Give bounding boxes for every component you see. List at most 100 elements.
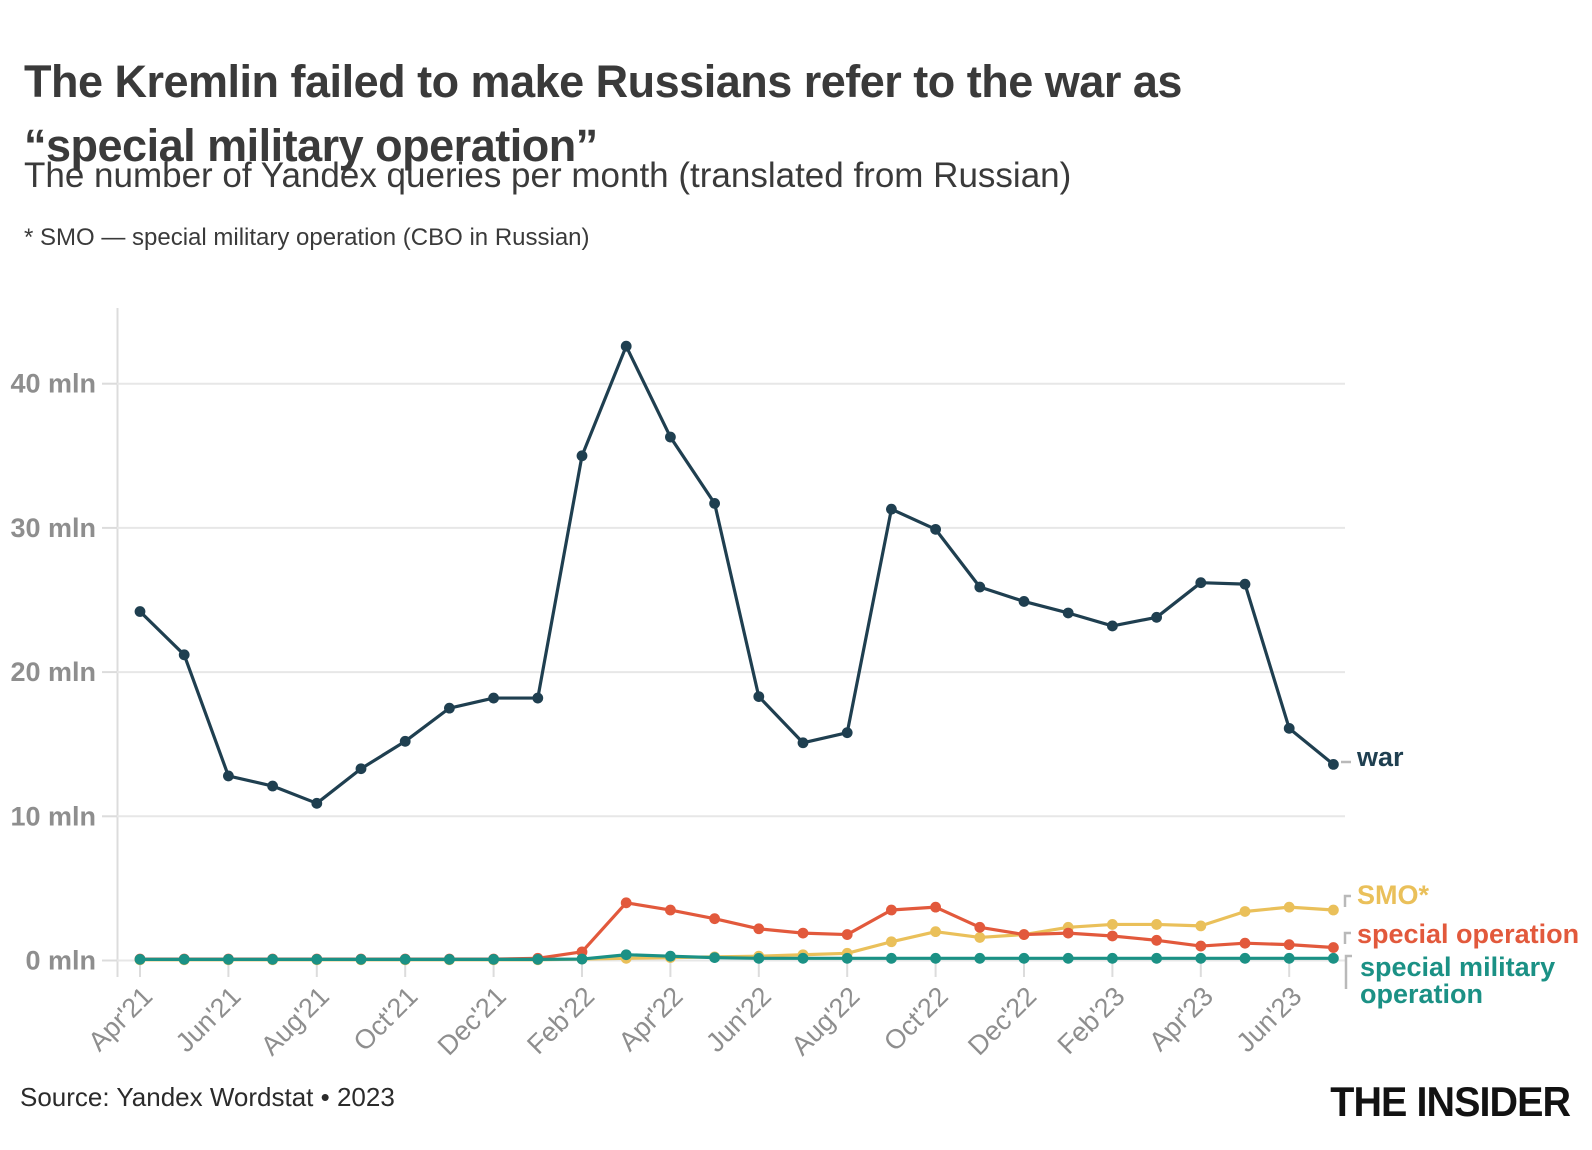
war-dot	[841, 727, 853, 739]
special-operation-dot	[1283, 939, 1295, 951]
war-dot	[709, 497, 720, 509]
war-dot	[1151, 611, 1162, 623]
special-military-operation-dot	[709, 952, 720, 964]
war-dot	[576, 450, 588, 462]
x-tick-label: Feb'22	[521, 981, 600, 1060]
war-dot	[753, 691, 765, 703]
y-tick-label: 20 mln	[10, 657, 96, 687]
special-operation-dot	[1328, 942, 1339, 953]
special-operation-dot	[930, 901, 941, 913]
war-dot	[1195, 577, 1207, 589]
special-military-operation-dot	[576, 953, 588, 965]
war-dot	[1062, 607, 1074, 619]
special-military-operation-dot	[134, 953, 146, 965]
special-military-operation-dot	[311, 953, 323, 965]
special-operation-dot	[1239, 937, 1251, 949]
y-tick-label: 10 mln	[10, 801, 96, 831]
special-military-operation-dot	[753, 952, 765, 964]
x-tick-label: Aug'21	[255, 981, 335, 1061]
special-military-operation-dot	[1151, 952, 1162, 964]
war-line	[138, 344, 1336, 805]
special-military-operation-dot	[930, 952, 941, 964]
special-military-operation-dot	[841, 952, 853, 964]
special-operation-dot	[1018, 929, 1030, 940]
special-military-operation-dot	[620, 949, 632, 961]
war-dot	[267, 780, 278, 792]
y-tick-label: 40 mln	[10, 369, 96, 399]
special-military-operation-dot	[665, 950, 676, 962]
x-tick-label: Oct'22	[878, 981, 954, 1057]
war-dot	[797, 737, 809, 749]
series-label-special-military-operation: special military operation	[1360, 952, 1556, 1009]
x-tick-label: Jun'23	[1231, 981, 1308, 1058]
smo-dot	[974, 932, 986, 943]
y-tick-label: 30 mln	[10, 513, 96, 543]
war-dot	[1239, 578, 1251, 590]
publisher-logo: THE INSIDER	[1330, 1078, 1571, 1125]
special-military-operation-dot	[974, 952, 986, 964]
special-military-operation-dot	[355, 953, 367, 965]
special-operation-dot	[1062, 927, 1074, 939]
war-dot	[444, 702, 455, 714]
smo-line	[138, 905, 1336, 962]
chart-footnote: * SMO — special military operation (CBO …	[24, 224, 590, 251]
special-military-operation-dot	[1018, 952, 1030, 964]
smo-dot	[1239, 906, 1251, 917]
war-dot	[665, 431, 676, 443]
special-operation-dot	[1107, 930, 1118, 942]
special-operation-dot	[665, 904, 676, 916]
special-operation-dot	[886, 904, 897, 916]
war-dot	[311, 797, 323, 809]
special-military-operation-dot	[1195, 952, 1207, 964]
special-military-operation-dot	[1107, 952, 1118, 964]
smo-dot	[886, 936, 897, 948]
series-label-war: war	[1357, 742, 1404, 772]
special-military-operation-dot	[532, 953, 544, 965]
war-dot	[1283, 722, 1295, 734]
chart-subtitle: The number of Yandex queries per month (…	[24, 156, 1072, 195]
smo-dot	[1283, 901, 1295, 913]
x-tick-label: Jun'21	[170, 981, 247, 1058]
war-dot	[223, 770, 234, 782]
special-military-operation-label-connector	[1344, 954, 1352, 989]
war-dot	[1328, 758, 1339, 770]
x-tick-label: Apr'23	[1143, 981, 1219, 1057]
war-dot	[178, 649, 190, 661]
smo-dot	[1328, 904, 1339, 916]
smo-dot	[930, 926, 941, 938]
smo-label-connector	[1343, 894, 1351, 907]
war-dot	[620, 340, 632, 352]
special-operation-label-connector	[1343, 931, 1351, 944]
war-dot	[930, 523, 941, 535]
x-tick-label: Aug'22	[785, 981, 865, 1061]
special-military-operation-dot	[1062, 952, 1074, 964]
special-operation-dot	[709, 913, 720, 925]
special-military-operation-dot	[797, 952, 809, 964]
x-tick-label: Apr'21	[82, 981, 158, 1057]
title-line-2: “special military operation”	[24, 120, 598, 172]
special-operation-dot	[1195, 940, 1207, 952]
special-military-operation-line	[138, 953, 1336, 961]
x-tick-label: Feb'23	[1052, 981, 1131, 1060]
x-tick-label: Oct'21	[348, 981, 424, 1057]
special-military-operation-dot	[178, 953, 190, 965]
smo-dot	[1107, 919, 1118, 930]
war-dot	[532, 692, 544, 704]
y-tick-label: 0 mln	[25, 946, 96, 976]
war-dot	[1018, 596, 1030, 607]
war-dot	[355, 763, 367, 775]
special-operation-dot	[974, 921, 986, 933]
war-dot	[974, 581, 986, 593]
special-military-operation-dot	[488, 953, 499, 965]
source-credit: Source: Yandex Wordstat • 2023	[20, 1082, 395, 1112]
special-operation-dot	[753, 923, 765, 935]
x-tick-label: Dec'21	[432, 981, 512, 1061]
special-operation-dot	[841, 929, 853, 940]
war-dot	[134, 606, 146, 617]
x-tick-label: Dec'22	[962, 981, 1042, 1061]
special-military-operation-dot	[399, 953, 411, 965]
war-dot	[488, 692, 499, 704]
war-dot	[886, 503, 897, 515]
special-military-operation-dot	[886, 952, 897, 964]
